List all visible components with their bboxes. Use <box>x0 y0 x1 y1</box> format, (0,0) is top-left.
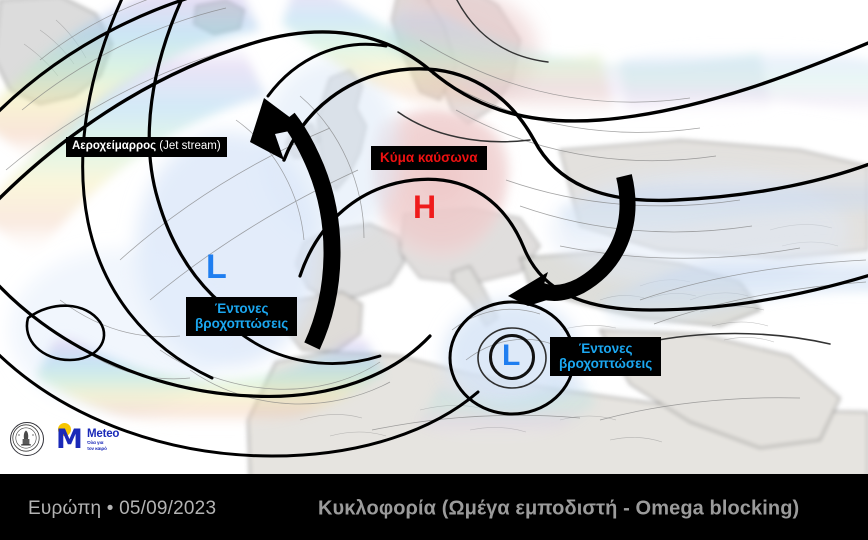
label-jet-stream-main: Αεροχείμαρρος <box>72 140 157 152</box>
meteo-logo: M Meteo Όλα για τον καιρό <box>54 423 136 453</box>
label-heavy-rain-east-line2: βροχοπτώσεις <box>559 356 653 372</box>
low-pressure-circle-east <box>489 334 535 380</box>
logo-bar: M Meteo Όλα για τον καιρό <box>8 418 138 458</box>
footer-region-date: Ευρώπη • 05/09/2023 <box>28 498 217 519</box>
label-heavy-rain-east: Έντονες βροχοπτώσεις <box>550 337 662 377</box>
meteo-tagline-line2: τον καιρό <box>87 445 107 451</box>
label-heavy-rain-west-line2: βροχοπτώσεις <box>195 316 289 332</box>
map-canvas <box>0 0 868 478</box>
arrow-northward-flow <box>250 98 341 350</box>
meteo-dot-icon <box>58 423 71 436</box>
label-heavy-rain-west: Έντονες βροχοπτώσεις <box>186 297 298 337</box>
label-jet-stream-sub: (Jet stream) <box>156 140 221 152</box>
label-heatwave-text: Κύμα καύσωνα <box>380 150 478 165</box>
low-pressure-symbol-west: L <box>206 248 227 286</box>
meteo-tagline: Όλα για τον καιρό <box>87 440 107 451</box>
meteo-m-mark: M <box>56 424 83 455</box>
footer-bar: Ευρώπη • 05/09/2023 Κυκλοφορία (Ωμέγα εμ… <box>0 478 868 540</box>
footer-title: Κυκλοφορία (Ωμέγα εμποδιστή - Omega bloc… <box>318 497 800 520</box>
meteo-tagline-line1: Όλα για <box>87 440 104 445</box>
academy-seal-icon <box>12 424 40 452</box>
pressure-contours <box>0 0 868 458</box>
label-heavy-rain-west-line1: Έντονες <box>214 301 269 316</box>
label-heavy-rain-east-line1: Έντονες <box>578 341 633 356</box>
academy-seal-logo <box>10 422 44 456</box>
synoptic-map: L H L Αεροχείμαρρος (Jet stream) Κύμα κα… <box>0 0 868 478</box>
high-pressure-symbol-central: H <box>413 189 437 225</box>
map-bottom-edge <box>0 474 868 478</box>
label-jet-stream: Αεροχείμαρρος (Jet stream) <box>66 137 227 157</box>
label-heatwave: Κύμα καύσωνα <box>371 146 487 171</box>
low-pressure-symbol-east: L <box>502 339 521 372</box>
arrow-southward-flow <box>508 174 636 306</box>
meteo-wordmark: Meteo <box>87 428 120 440</box>
